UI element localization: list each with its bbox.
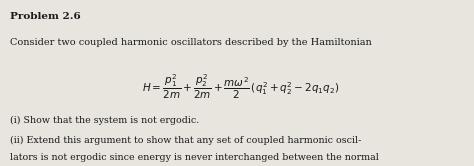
Text: lators is not ergodic since energy is never interchanged between the normal: lators is not ergodic since energy is ne… — [10, 153, 379, 162]
Text: (ii) Extend this argument to show that any set of coupled harmonic oscil-: (ii) Extend this argument to show that a… — [10, 136, 362, 145]
Text: (i) Show that the system is not ergodic.: (i) Show that the system is not ergodic. — [10, 116, 200, 125]
Text: $H = \dfrac{p_1^2}{2m} + \dfrac{p_2^2}{2m} + \dfrac{m\omega^2}{2}\,(q_1^2 + q_2^: $H = \dfrac{p_1^2}{2m} + \dfrac{p_2^2}{2… — [142, 73, 339, 101]
Text: Problem 2.6: Problem 2.6 — [10, 12, 81, 21]
Text: Consider two coupled harmonic oscillators described by the Hamiltonian: Consider two coupled harmonic oscillator… — [10, 38, 372, 47]
